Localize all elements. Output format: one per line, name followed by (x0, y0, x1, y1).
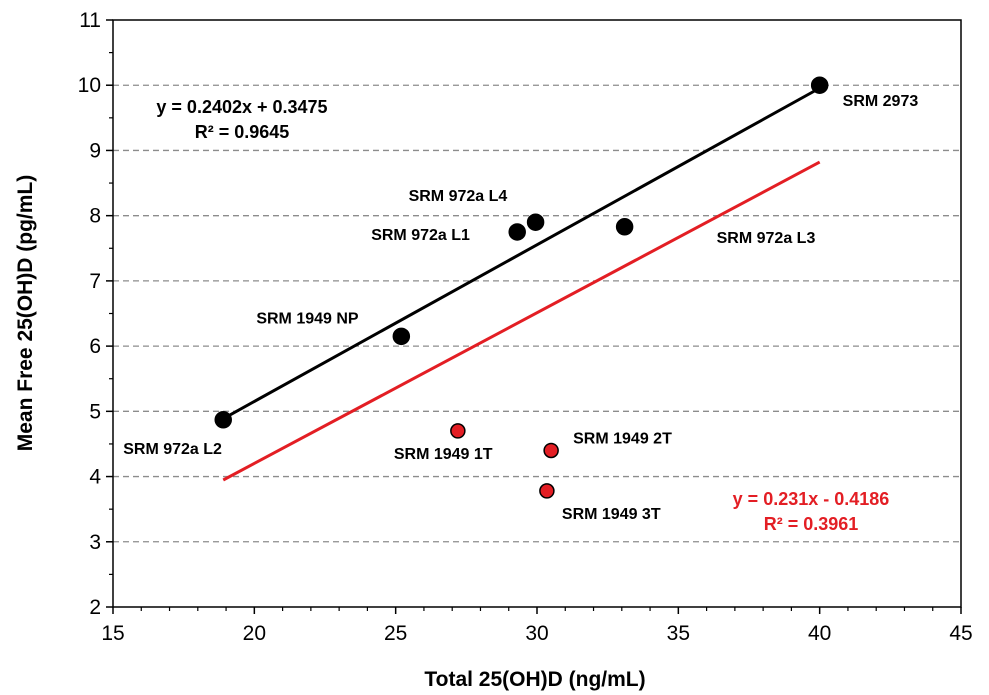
y-tick-label: 10 (78, 74, 101, 97)
y-tick-label: 8 (89, 205, 101, 228)
y-tick-label: 5 (89, 400, 101, 423)
y-tick-label: 6 (89, 335, 101, 358)
data-point (508, 223, 526, 241)
data-point (810, 76, 829, 94)
y-tick-label: 11 (79, 9, 101, 32)
red-trend-r2: R² = 0.3961 (764, 514, 859, 534)
x-tick-label: 40 (808, 622, 831, 645)
data-point (543, 442, 559, 459)
y-tick-label: 9 (89, 139, 101, 162)
y-tick-label: 4 (89, 466, 101, 489)
black-trendline (222, 86, 821, 420)
data-point (392, 327, 411, 346)
y-axis-title: Mean Free 25(OH)D (pg/mL) (14, 175, 37, 452)
data-point (615, 218, 634, 236)
point-label: SRM 972a L4 (409, 188, 508, 205)
black-trend-r2: R² = 0.9645 (195, 122, 290, 142)
trendlines (222, 86, 821, 482)
x-tick-label: 20 (243, 622, 266, 645)
x-tick-label: 30 (525, 622, 548, 645)
y-tick-label: 3 (89, 531, 101, 554)
data-point (450, 423, 466, 439)
x-tick-label: 45 (949, 622, 972, 645)
x-tick-label: 35 (667, 622, 690, 645)
y-tick-label: 7 (89, 270, 101, 293)
point-label: SRM 1949 2T (573, 430, 672, 447)
data-point (214, 411, 232, 429)
data-point (539, 483, 555, 499)
red-trend-equation: y = 0.231x - 0.4186 (733, 489, 890, 509)
point-label: SRM 2973 (843, 93, 919, 110)
point-labels: SRM 972a L2 SRM 1949 NP SRM 972a L1 SRM 972… (123, 93, 918, 523)
point-label: SRM 972a L2 (123, 441, 222, 458)
black-trend-equation: y = 0.2402x + 0.3475 (156, 97, 327, 117)
axes (106, 19, 962, 614)
y-tick-label: 2 (89, 596, 101, 619)
point-label: SRM 1949 NP (256, 310, 359, 327)
point-label: SRM 1949 1T (394, 446, 493, 463)
x-tick-label: 25 (384, 622, 407, 645)
data-points (214, 76, 829, 499)
x-tick-label: 15 (101, 622, 124, 645)
point-label: SRM 972a L1 (371, 227, 470, 244)
point-label: SRM 972a L3 (717, 230, 816, 247)
x-axis-title: Total 25(OH)D (ng/mL) (424, 668, 645, 691)
data-point (526, 213, 545, 231)
red-trendline (222, 160, 821, 482)
point-label: SRM 1949 3T (562, 506, 661, 523)
